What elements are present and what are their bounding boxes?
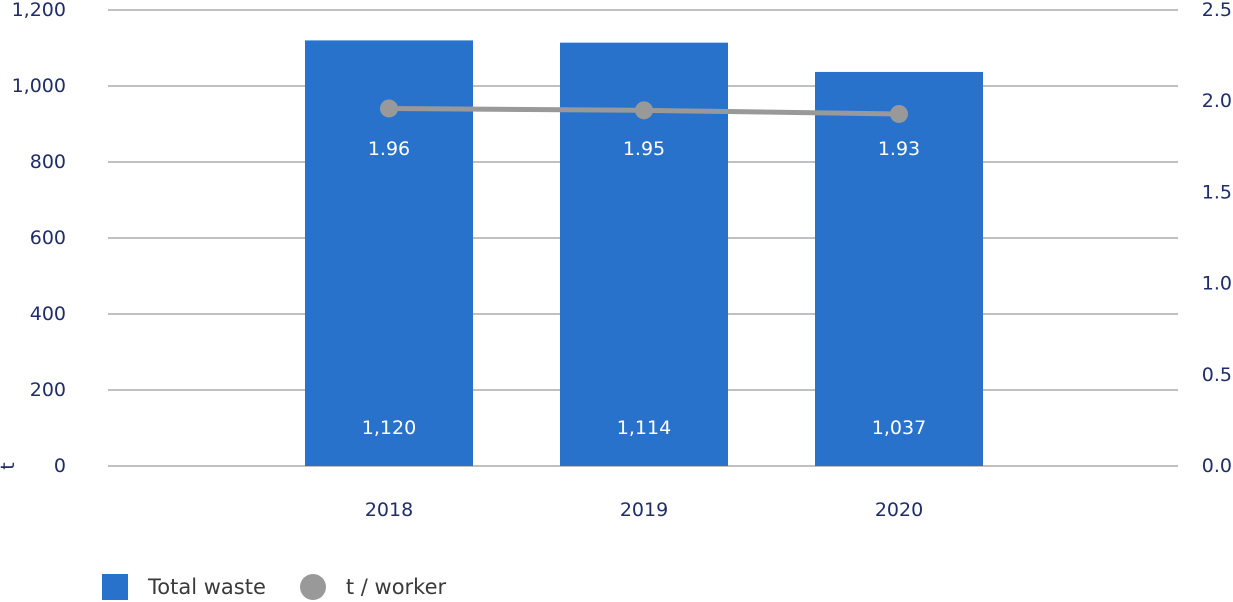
y-tick-label: 1,000 <box>12 75 66 97</box>
bar <box>815 71 983 466</box>
y-tick-label: 0 <box>54 455 66 477</box>
line-point <box>635 101 653 120</box>
y2-tick-label: 1.0 <box>1202 273 1232 295</box>
bar-data-label: 1,114 <box>617 417 671 439</box>
y2-tick-label: 0.5 <box>1202 364 1232 386</box>
line-point <box>380 99 398 118</box>
legend-item-line: t / worker <box>299 574 447 600</box>
y-tick-label: 400 <box>30 303 66 325</box>
x-tick-label: 2020 <box>875 499 923 521</box>
y-tick-label: 1,200 <box>12 0 66 21</box>
line-data-label: 1.96 <box>368 138 410 160</box>
line-data-label: 1.93 <box>878 138 920 160</box>
x-tick-label: 2019 <box>620 499 668 521</box>
legend-swatch-line <box>299 574 326 600</box>
legend-label-bar: Total waste <box>148 575 266 599</box>
y-tick-label: 600 <box>30 227 66 249</box>
y-tick-label: 800 <box>30 151 66 173</box>
axis-ticks: 0 200 400 600 800 1,000 1,200 0.0 0.5 1.0 1.5 2.0 2.… <box>12 0 1232 521</box>
x-tick-label: 2018 <box>365 499 413 521</box>
y2-tick-label: 1.5 <box>1202 181 1232 203</box>
y-tick-label: 200 <box>30 379 66 401</box>
line-series: 1.96 1.95 1.93 <box>368 99 920 160</box>
y2-tick-label: 2.0 <box>1202 90 1232 112</box>
bar-data-label: 1,037 <box>872 417 926 439</box>
line-point <box>890 104 908 123</box>
bar-data-label: 1,120 <box>362 417 416 439</box>
y2-tick-label: 2.5 <box>1202 0 1232 21</box>
legend-swatch-bar <box>102 574 128 600</box>
y2-tick-label: 0.0 <box>1202 455 1232 477</box>
legend: Total waste t / worker <box>102 574 480 600</box>
line-data-label: 1.95 <box>623 138 665 160</box>
legend-label-line: t / worker <box>345 575 447 599</box>
y-axis-title: t <box>0 462 19 469</box>
legend-item-bar: Total waste <box>102 574 266 600</box>
waste-chart: 1,120 1,114 1,037 1.96 1.95 1.93 0 200 400 600 8… <box>0 0 1232 521</box>
